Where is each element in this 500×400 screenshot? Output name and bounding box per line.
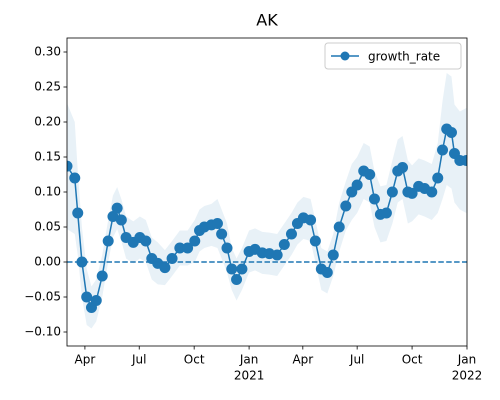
marker [189,235,201,247]
marker [159,262,171,274]
x-tick-label: Jul [349,353,364,367]
y-tick-label: −0.05 [24,290,61,304]
marker [182,242,194,254]
marker [397,162,409,173]
marker [426,186,438,198]
marker [285,228,297,240]
marker [309,235,321,247]
marker [236,263,248,275]
x-tick-label: Jan [239,353,259,367]
marker [351,179,363,191]
axes-frame [66,37,468,347]
x-tick-year: 2021 [234,369,265,383]
marker [221,242,233,254]
marker [69,172,81,184]
marker [67,160,73,172]
marker [321,267,333,278]
x-tick-year: 2022 [452,369,483,383]
marker [216,228,228,240]
y-tick-label: 0.25 [34,80,61,94]
marker [460,155,467,166]
marker [107,211,119,222]
marker [333,221,345,233]
plot-area [67,73,467,329]
y-tick-label: 0.00 [34,255,61,269]
marker [76,256,88,268]
marker [386,186,398,198]
marker [437,144,449,156]
marker [380,207,392,219]
chart-title: AK [256,11,278,30]
marker [368,193,380,205]
marker [406,187,418,199]
marker [90,295,102,306]
marker [278,239,290,250]
y-tick-label: 0.15 [34,150,61,164]
marker [327,249,339,261]
marker [174,242,186,254]
marker [211,218,223,229]
legend-box [324,42,462,70]
marker [81,291,93,303]
y-tick-label: 0.30 [34,45,61,59]
marker [115,214,127,226]
marker [432,172,444,184]
y-tick-label: 0.10 [34,185,61,199]
marker [140,235,152,247]
x-tick-label: Apr [292,353,313,367]
x-tick-label: Jul [131,353,146,367]
x-tick-label: Jan [457,353,477,367]
marker [111,202,123,214]
marker [445,127,457,138]
marker [72,207,84,219]
marker [364,169,376,180]
y-tick-label: 0.05 [34,220,61,234]
marker [305,214,317,226]
marker [226,263,238,275]
x-tick-label: Apr [75,353,96,367]
x-tick-label: Oct [184,353,205,367]
marker [271,249,283,261]
y-tick-label: 0.20 [34,115,61,129]
x-tick-label: Oct [402,353,423,367]
y-tick-label: −0.10 [24,325,61,339]
marker [102,235,114,247]
legend-marker [340,51,350,61]
marker [340,200,352,212]
marker [96,270,108,282]
legend-label: growth_rate [368,50,440,64]
marker [231,274,243,285]
